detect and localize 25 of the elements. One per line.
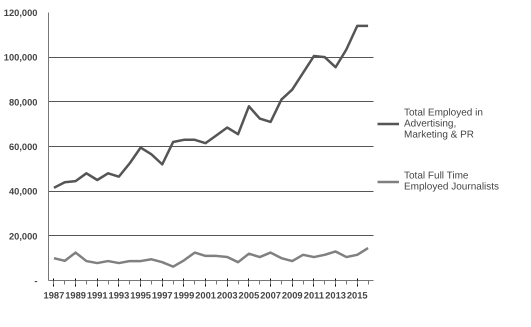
x-tick-label: 1995 (130, 290, 151, 300)
x-tick-label: 2007 (260, 290, 281, 300)
x-tick-label: 2011 (304, 290, 324, 300)
x-tick-label: 1991 (86, 290, 108, 300)
x-tick-label: 1989 (65, 290, 86, 300)
legend-label: Total Employed in Advertising, Marketing & PR (404, 107, 483, 140)
x-tick-label: 2015 (346, 290, 368, 300)
legend-label: Total Full Time Employed Journalists (404, 170, 500, 192)
y-tick-label: 120,000 (4, 8, 38, 18)
y-tick-label: 40,000 (8, 186, 38, 197)
y-tick-label: - (34, 276, 38, 286)
x-tick-label: 2001 (195, 290, 216, 300)
x-tick-label: 1997 (152, 290, 173, 300)
x-tick-label: 2009 (282, 290, 303, 300)
x-tick-label: 2005 (238, 290, 260, 300)
x-tick-label: 2003 (216, 290, 238, 300)
x-tick-label: 1993 (108, 290, 130, 300)
line-series (52, 246, 370, 268)
y-tick-label: 100,000 (4, 52, 38, 63)
y-tick-label: 80,000 (8, 97, 38, 108)
x-tick-label: 2013 (325, 290, 346, 300)
x-tick-label: 1999 (174, 290, 194, 300)
y-tick-label: 20,000 (8, 231, 38, 242)
y-tick-label: 60,000 (8, 142, 38, 152)
x-tick-label: 1987 (44, 290, 64, 300)
